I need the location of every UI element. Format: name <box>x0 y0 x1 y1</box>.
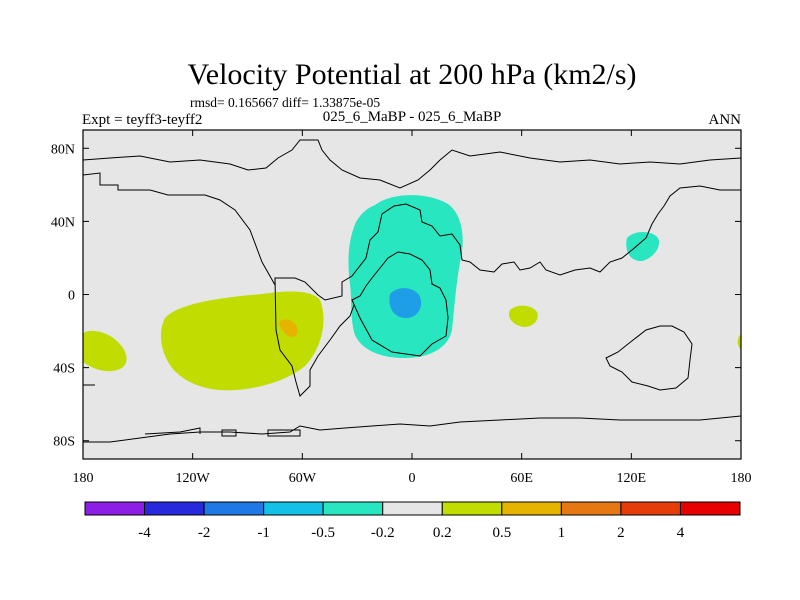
y-tick-label: 0 <box>68 289 75 304</box>
colorbar-label: -0.5 <box>311 525 335 541</box>
coastlines <box>83 139 741 443</box>
colorbar-label: 0.5 <box>492 525 511 541</box>
stats-label: rmsd= 0.165667 diff= 1.33875e-05 <box>190 95 380 110</box>
y-tick-label: 80N <box>51 142 75 157</box>
colorbar-label: 4 <box>677 525 685 541</box>
x-tick-label: 60E <box>510 471 533 486</box>
colorbar-label: 0.2 <box>433 525 452 541</box>
colorbar-label: -0.2 <box>371 525 395 541</box>
x-tick-label: 120E <box>617 471 647 486</box>
colorbar-label: 2 <box>617 525 625 541</box>
x-tick-label: 180 <box>731 471 752 486</box>
anomaly-atlantic-negative <box>348 195 463 358</box>
colorbar-swatch <box>501 501 562 516</box>
x-tick-label: 60W <box>289 471 317 486</box>
colorbar-swatch <box>322 501 384 516</box>
season-label: ANN <box>709 112 742 128</box>
colorbar: -4 -2 -1 -0.5 -0.2 0.2 0.5 1 2 4 <box>84 501 741 541</box>
anomaly-atlantic-negative-core <box>389 288 422 319</box>
anomaly-east-edge-positive <box>737 334 741 350</box>
anomaly-western-pacific-negative <box>626 232 660 262</box>
anomaly-south-pacific-positive <box>83 330 127 372</box>
y-tick-label: 40N <box>51 215 75 230</box>
colorbar-label: 1 <box>558 525 566 541</box>
anomaly-eastern-pacific-positive <box>160 291 324 391</box>
colorbar-swatch <box>84 501 146 516</box>
anomaly-eastern-pacific-core <box>279 319 298 338</box>
chart-title: Velocity Potential at 200 hPa (km2/s) <box>187 58 636 91</box>
colorbar-label: -4 <box>138 525 151 541</box>
colorbar-swatch <box>144 501 205 516</box>
colorbar-swatch <box>679 501 741 516</box>
y-axis: 80N 40N 0 40S 80S <box>51 142 741 450</box>
experiment-label: Expt = teyff3-teyff2 <box>82 112 202 128</box>
colorbar-swatch <box>620 501 681 516</box>
colorbar-label: -2 <box>198 525 211 541</box>
x-tick-label: 120W <box>176 471 211 486</box>
colorbar-label: -1 <box>257 525 270 541</box>
colorbar-swatch <box>203 501 265 516</box>
y-tick-label: 80S <box>53 435 75 450</box>
colorbar-swatch <box>560 501 622 516</box>
x-tick-label: 0 <box>409 471 416 486</box>
colorbar-swatch <box>441 501 503 516</box>
colorbar-swatch <box>263 501 324 516</box>
colorbar-swatch <box>382 501 443 516</box>
anomaly-fields <box>83 139 741 443</box>
x-axis: 180 120W 60W 0 60E 120E 180 <box>73 130 752 486</box>
y-tick-label: 40S <box>53 362 75 377</box>
anomaly-indian-ocean-positive <box>508 305 538 327</box>
x-tick-label: 180 <box>73 471 94 486</box>
case-label: 025_6_MaBP - 025_6_MaBP <box>323 109 502 125</box>
